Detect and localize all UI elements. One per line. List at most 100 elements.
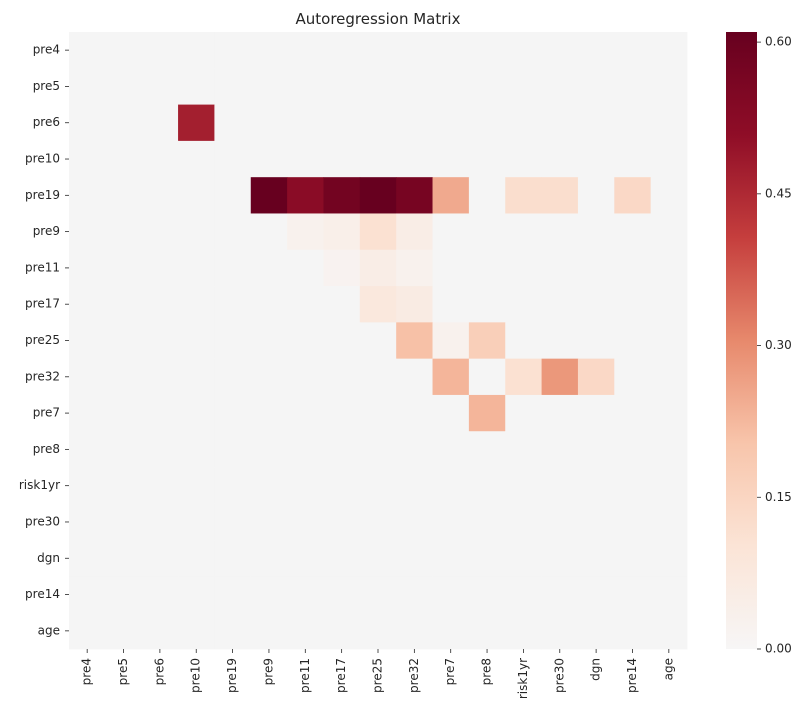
heatmap-cell-pre4-pre9	[250, 32, 288, 69]
heatmap-cell-pre6-age	[650, 104, 688, 142]
heatmap-cell-pre8-pre11	[287, 431, 324, 468]
heatmap-cell-risk1yr-pre11	[287, 467, 324, 505]
heatmap-cell-pre9-dgn	[577, 213, 615, 251]
heatmap-cell-pre10-pre7	[432, 140, 470, 178]
heatmap-cell-pre9-pre25	[359, 213, 397, 251]
heatmap-cell-risk1yr-risk1yr	[505, 467, 542, 505]
heatmap-cell-pre14-pre14	[614, 576, 652, 614]
heatmap-cell-pre17-pre9	[250, 286, 288, 323]
heatmap-cell-pre11-pre30	[541, 249, 579, 287]
heatmap-cell-pre4-age	[650, 32, 688, 69]
heatmap-cell-pre25-risk1yr	[505, 322, 542, 360]
x-tick-label-pre8: pre8	[480, 658, 494, 685]
heatmap-cell-dgn-pre7	[432, 540, 470, 577]
x-tick-label-pre19: pre19	[225, 658, 239, 693]
heatmap-cell-pre10-pre8	[468, 140, 506, 178]
heatmap-cell-age-pre10	[178, 612, 215, 650]
heatmap-cell-pre17-pre17	[323, 286, 361, 323]
heatmap-cell-pre17-pre6	[141, 286, 179, 323]
heatmap-cell-pre9-pre6	[141, 213, 179, 251]
heatmap-cell-pre11-pre14	[614, 249, 652, 287]
heatmap-cell-risk1yr-pre7	[432, 467, 470, 505]
heatmap-cell-pre6-pre9	[250, 104, 288, 142]
heatmap-cell-dgn-pre25	[359, 540, 397, 577]
heatmap-cell-pre7-pre11	[287, 394, 324, 432]
heatmap-cell-pre10-pre32	[396, 140, 433, 178]
heatmap-cell-pre19-age	[650, 177, 688, 214]
heatmap-cell-pre5-pre17	[323, 68, 361, 105]
heatmap-cell-pre32-pre17	[323, 358, 361, 396]
heatmap-cell-pre17-pre14	[614, 286, 652, 323]
heatmap-cell-pre14-age	[650, 576, 688, 614]
heatmap-cell-pre14-pre4	[69, 576, 106, 614]
x-tick-label-pre6: pre6	[152, 658, 166, 685]
heatmap-cell-pre30-pre14	[614, 503, 652, 541]
heatmap-cell-pre14-pre25	[359, 576, 397, 614]
heatmap-cell-pre32-pre8	[468, 358, 506, 396]
colorbar-tick-label: 0.45	[765, 186, 792, 200]
heatmap-cell-pre6-pre17	[323, 104, 361, 142]
y-tick-label-pre25: pre25	[25, 333, 60, 347]
heatmap-cell-pre30-pre7	[432, 503, 470, 541]
heatmap-cell-pre30-pre32	[396, 503, 433, 541]
heatmap-cell-pre10-risk1yr	[505, 140, 542, 178]
heatmap-cell-pre6-pre4	[69, 104, 106, 142]
heatmap-cell-risk1yr-dgn	[577, 467, 615, 505]
heatmap-cell-pre4-dgn	[577, 32, 615, 69]
y-tick-label-dgn: dgn	[37, 551, 60, 565]
heatmap-cell-pre6-pre10	[178, 104, 215, 142]
heatmap-cell-pre11-pre6	[141, 249, 179, 287]
heatmap-cell-dgn-pre5	[105, 540, 143, 577]
heatmap-cell-pre25-dgn	[577, 322, 615, 360]
heatmap-cell-pre14-pre7	[432, 576, 470, 614]
heatmap-cell-dgn-pre4	[69, 540, 106, 577]
heatmap-cell-pre32-pre7	[432, 358, 470, 396]
heatmap-cell-pre25-pre7	[432, 322, 470, 360]
heatmap-cell-pre25-pre32	[396, 322, 433, 360]
x-tick-label-pre10: pre10	[189, 658, 203, 693]
heatmap-cell-pre6-pre8	[468, 104, 506, 142]
heatmap-cell-pre6-pre30	[541, 104, 579, 142]
x-axis-ticks: pre4 pre5 pre6 pre10 pre19 pre9 pre11 pre17 pre2…	[80, 649, 675, 699]
heatmap-cell-pre9-age	[650, 213, 688, 251]
heatmap-cell-pre7-pre4	[69, 394, 106, 432]
heatmap-cell-dgn-age	[650, 540, 688, 577]
heatmap-cell-pre10-dgn	[577, 140, 615, 178]
heatmap-cell-age-age	[650, 612, 688, 650]
heatmap-cell-pre19-pre7	[432, 177, 470, 214]
heatmap-cell-pre30-pre10	[178, 503, 215, 541]
heatmap-cell-pre19-risk1yr	[505, 177, 542, 214]
heatmap-cell-pre9-pre30	[541, 213, 579, 251]
y-tick-label-pre7: pre7	[33, 406, 60, 420]
heatmap-cell-pre14-pre17	[323, 576, 361, 614]
heatmap-cell-risk1yr-pre4	[69, 467, 106, 505]
heatmap-cell-pre9-pre10	[178, 213, 215, 251]
heatmap-cell-age-pre11	[287, 612, 324, 650]
heatmap-cell-pre8-pre7	[432, 431, 470, 468]
heatmap-cell-pre6-dgn	[577, 104, 615, 142]
heatmap-cell-pre11-pre19	[214, 249, 252, 287]
heatmap-cell-pre25-pre6	[141, 322, 179, 360]
colorbar-tick-label: 0.60	[765, 35, 792, 49]
heatmap-cell-age-pre8	[468, 612, 506, 650]
heatmap-cell-pre19-pre30	[541, 177, 579, 214]
heatmap-cell-dgn-pre32	[396, 540, 433, 577]
heatmap-cell-pre4-risk1yr	[505, 32, 542, 69]
heatmap-cell-pre7-pre32	[396, 394, 433, 432]
heatmap-cell-pre9-pre5	[105, 213, 143, 251]
heatmap-cell-pre17-pre32	[396, 286, 433, 323]
y-tick-label-pre14: pre14	[25, 587, 60, 601]
heatmap-cell-pre5-pre9	[250, 68, 288, 105]
heatmap-cell-pre30-pre4	[69, 503, 106, 541]
heatmap-cell-pre7-pre8	[468, 394, 506, 432]
x-tick-label-pre7: pre7	[443, 658, 457, 685]
heatmap-cell-pre7-pre30	[541, 394, 579, 432]
heatmap-cell-age-pre25	[359, 612, 397, 650]
heatmap-cell-pre14-pre11	[287, 576, 324, 614]
heatmap-cell-pre4-pre30	[541, 32, 579, 69]
heatmap-cell-pre30-dgn	[577, 503, 615, 541]
heatmap-cell-pre19-pre25	[359, 177, 397, 214]
heatmap-cell-pre32-pre32	[396, 358, 433, 396]
heatmap-cell-pre14-pre8	[468, 576, 506, 614]
heatmap-cell-pre32-pre5	[105, 358, 143, 396]
